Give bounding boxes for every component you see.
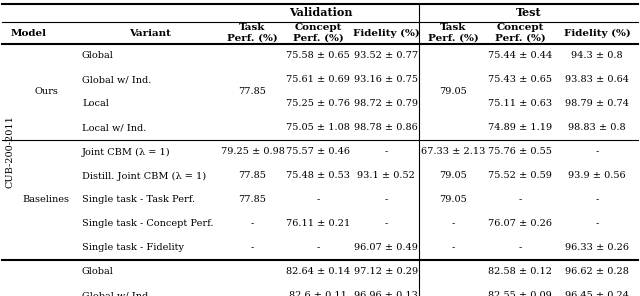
Text: Distill. Joint CBM (λ = 1): Distill. Joint CBM (λ = 1) bbox=[82, 171, 206, 181]
Text: 79.05: 79.05 bbox=[439, 88, 467, 96]
Text: 93.52 ± 0.77: 93.52 ± 0.77 bbox=[354, 52, 418, 60]
Text: 75.44 ± 0.44: 75.44 ± 0.44 bbox=[488, 52, 552, 60]
Text: 79.25 ± 0.98: 79.25 ± 0.98 bbox=[221, 147, 284, 157]
Text: -: - bbox=[385, 195, 388, 205]
Text: Local: Local bbox=[82, 99, 109, 109]
Text: 82.64 ± 0.14: 82.64 ± 0.14 bbox=[286, 268, 350, 276]
Text: CUB-200-2011: CUB-200-2011 bbox=[6, 115, 15, 189]
Text: 82.6 ± 0.11: 82.6 ± 0.11 bbox=[289, 292, 347, 296]
Text: -: - bbox=[251, 220, 254, 229]
Text: 75.25 ± 0.76: 75.25 ± 0.76 bbox=[286, 99, 350, 109]
Text: -: - bbox=[251, 244, 254, 252]
Text: 75.11 ± 0.63: 75.11 ± 0.63 bbox=[488, 99, 552, 109]
Text: -: - bbox=[595, 195, 598, 205]
Text: Local w/ Ind.: Local w/ Ind. bbox=[82, 123, 147, 133]
Text: -: - bbox=[451, 244, 454, 252]
Text: 96.45 ± 0.24: 96.45 ± 0.24 bbox=[565, 292, 629, 296]
Text: -: - bbox=[316, 244, 319, 252]
Text: 93.1 ± 0.52: 93.1 ± 0.52 bbox=[357, 171, 415, 181]
Text: Global w/ Ind.: Global w/ Ind. bbox=[82, 292, 152, 296]
Text: -: - bbox=[595, 220, 598, 229]
Text: Single task - Task Perf.: Single task - Task Perf. bbox=[82, 195, 195, 205]
Text: 96.62 ± 0.28: 96.62 ± 0.28 bbox=[565, 268, 629, 276]
Text: 75.52 ± 0.59: 75.52 ± 0.59 bbox=[488, 171, 552, 181]
Text: 96.96 ± 0.13: 96.96 ± 0.13 bbox=[354, 292, 418, 296]
Text: 76.07 ± 0.26: 76.07 ± 0.26 bbox=[488, 220, 552, 229]
Text: Validation: Validation bbox=[289, 7, 352, 18]
Text: 79.05: 79.05 bbox=[439, 171, 467, 181]
Text: Single task - Fidelity: Single task - Fidelity bbox=[82, 244, 184, 252]
Text: Concept
Perf. (%): Concept Perf. (%) bbox=[495, 23, 545, 43]
Text: 93.83 ± 0.64: 93.83 ± 0.64 bbox=[565, 75, 629, 84]
Text: -: - bbox=[316, 195, 319, 205]
Text: Fidelity (%): Fidelity (%) bbox=[353, 28, 419, 38]
Text: -: - bbox=[385, 220, 388, 229]
Text: Model: Model bbox=[11, 28, 47, 38]
Text: Global: Global bbox=[82, 52, 114, 60]
Text: 96.07 ± 0.49: 96.07 ± 0.49 bbox=[354, 244, 418, 252]
Text: 67.33 ± 2.13: 67.33 ± 2.13 bbox=[421, 147, 485, 157]
Text: 98.83 ± 0.8: 98.83 ± 0.8 bbox=[568, 123, 626, 133]
Text: 77.85: 77.85 bbox=[239, 195, 266, 205]
Text: 75.76 ± 0.55: 75.76 ± 0.55 bbox=[488, 147, 552, 157]
Text: 75.61 ± 0.69: 75.61 ± 0.69 bbox=[286, 75, 350, 84]
Text: 94.3 ± 0.8: 94.3 ± 0.8 bbox=[571, 52, 623, 60]
Text: Joint CBM (λ = 1): Joint CBM (λ = 1) bbox=[82, 147, 171, 157]
Text: Global: Global bbox=[82, 268, 114, 276]
Text: Fidelity (%): Fidelity (%) bbox=[564, 28, 630, 38]
Text: 77.85: 77.85 bbox=[239, 88, 266, 96]
Text: -: - bbox=[518, 244, 522, 252]
Text: 74.89 ± 1.19: 74.89 ± 1.19 bbox=[488, 123, 552, 133]
Text: -: - bbox=[595, 147, 598, 157]
Text: Test: Test bbox=[516, 7, 541, 18]
Text: Single task - Concept Perf.: Single task - Concept Perf. bbox=[82, 220, 214, 229]
Text: Task
Perf. (%): Task Perf. (%) bbox=[428, 23, 478, 43]
Text: 93.16 ± 0.75: 93.16 ± 0.75 bbox=[354, 75, 418, 84]
Text: 75.58 ± 0.65: 75.58 ± 0.65 bbox=[286, 52, 350, 60]
Text: 98.79 ± 0.74: 98.79 ± 0.74 bbox=[565, 99, 629, 109]
Text: -: - bbox=[451, 220, 454, 229]
Text: Baselines: Baselines bbox=[22, 195, 70, 205]
Text: Variant: Variant bbox=[129, 28, 171, 38]
Text: 79.05: 79.05 bbox=[439, 195, 467, 205]
Text: -: - bbox=[518, 195, 522, 205]
Text: Ours: Ours bbox=[34, 88, 58, 96]
Text: Global w/ Ind.: Global w/ Ind. bbox=[82, 75, 152, 84]
Text: 93.9 ± 0.56: 93.9 ± 0.56 bbox=[568, 171, 626, 181]
Text: Concept
Perf. (%): Concept Perf. (%) bbox=[292, 23, 344, 43]
Text: 77.85: 77.85 bbox=[239, 171, 266, 181]
Text: 75.05 ± 1.08: 75.05 ± 1.08 bbox=[286, 123, 350, 133]
Text: 97.12 ± 0.29: 97.12 ± 0.29 bbox=[354, 268, 418, 276]
Text: 75.48 ± 0.53: 75.48 ± 0.53 bbox=[286, 171, 350, 181]
Text: 82.58 ± 0.12: 82.58 ± 0.12 bbox=[488, 268, 552, 276]
Text: Task
Perf. (%): Task Perf. (%) bbox=[227, 23, 278, 43]
Text: 75.57 ± 0.46: 75.57 ± 0.46 bbox=[286, 147, 350, 157]
Text: 76.11 ± 0.21: 76.11 ± 0.21 bbox=[286, 220, 350, 229]
Text: 96.33 ± 0.26: 96.33 ± 0.26 bbox=[565, 244, 629, 252]
Text: 82.55 ± 0.09: 82.55 ± 0.09 bbox=[488, 292, 552, 296]
Text: -: - bbox=[385, 147, 388, 157]
Text: 98.78 ± 0.86: 98.78 ± 0.86 bbox=[354, 123, 418, 133]
Text: 75.43 ± 0.65: 75.43 ± 0.65 bbox=[488, 75, 552, 84]
Text: 98.72 ± 0.79: 98.72 ± 0.79 bbox=[354, 99, 418, 109]
